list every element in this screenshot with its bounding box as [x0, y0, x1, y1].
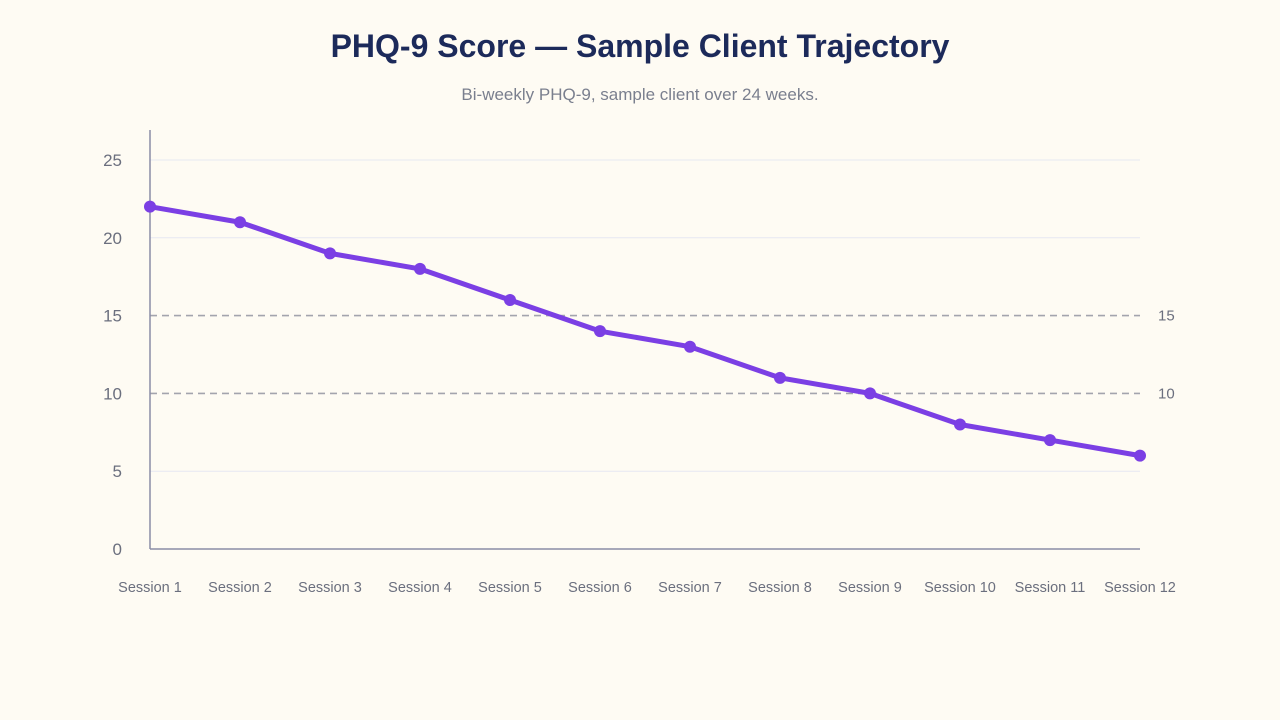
data-point [954, 418, 966, 431]
x-tick-label: Session 6 [568, 580, 632, 596]
chart-title: PHQ-9 Score — Sample Client Trajectory [330, 28, 950, 64]
data-point [684, 340, 696, 353]
data-point [414, 262, 426, 275]
data-point [594, 325, 606, 338]
y-tick-label: 20 [103, 229, 122, 248]
x-tick-label: Session 2 [208, 580, 272, 596]
x-tick-label: Session 3 [298, 580, 362, 596]
x-tick-label: Session 9 [838, 580, 902, 596]
data-point [864, 387, 876, 400]
data-point [324, 247, 336, 260]
x-tick-label: Session 1 [118, 580, 182, 596]
data-point [774, 371, 786, 384]
x-tick-label: Session 10 [924, 580, 996, 596]
y-tick-labels: 0 5 10 15 20 25 [103, 151, 122, 559]
axes [149, 130, 1140, 550]
x-tick-label: Session 4 [388, 580, 452, 596]
y-tick-label: 10 [103, 384, 122, 403]
reference-line-label: 15 [1158, 308, 1175, 325]
x-tick-label: Session 7 [658, 580, 722, 596]
y-tick-label: 0 [113, 540, 122, 559]
data-point [1134, 449, 1146, 462]
data-point [144, 200, 156, 213]
data-series [144, 200, 1146, 462]
x-tick-label: Session 11 [1015, 580, 1086, 596]
x-tick-label: Session 12 [1104, 580, 1176, 596]
data-point [504, 294, 516, 307]
x-tick-label: Session 8 [748, 580, 812, 596]
chart-subtitle: Bi-weekly PHQ-9, sample client over 24 w… [461, 85, 819, 104]
y-tick-label: 5 [113, 462, 122, 481]
series-line [147, 204, 1143, 459]
x-tick-labels: Session 1 Session 2 Session 3 Session 4 Sess… [118, 580, 1176, 596]
gridlines [150, 159, 1140, 472]
data-point [234, 216, 246, 229]
y-tick-label: 25 [103, 151, 122, 170]
x-tick-label: Session 5 [478, 580, 542, 596]
y-tick-label: 15 [103, 307, 122, 326]
reference-line-label: 10 [1158, 385, 1175, 402]
data-point [1044, 434, 1056, 447]
